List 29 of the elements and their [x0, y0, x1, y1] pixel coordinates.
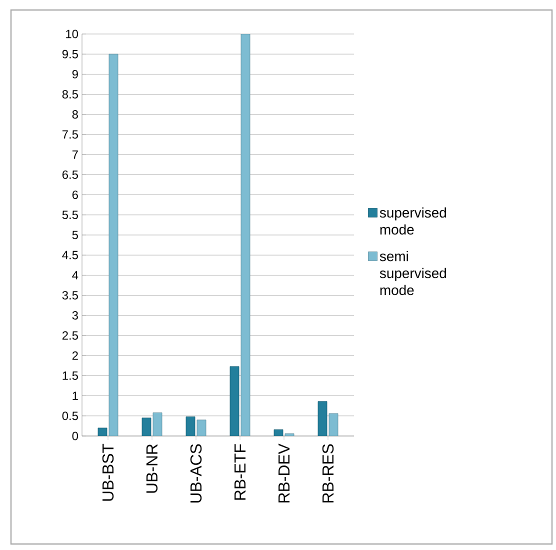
y-tick-label: 1	[72, 392, 78, 400]
y-tick-label: 7.5	[62, 130, 78, 139]
y-tick-label: 9.5	[62, 50, 78, 58]
y-tick-label: 9	[72, 70, 78, 78]
y-tick-label: 8	[72, 110, 78, 119]
y-tick-label: 6.5	[62, 170, 78, 179]
y-tick-label: 3	[72, 311, 78, 320]
y-tick-label: 7	[72, 150, 78, 159]
y-tick-label: 4	[72, 271, 78, 280]
y-tick-label: 5.5	[62, 210, 78, 220]
y-tick-label: 0	[72, 432, 78, 440]
x-tick-label: UB-NR	[146, 444, 158, 493]
y-tick-label: 10	[66, 30, 78, 38]
y-tick-label: 3.5	[62, 291, 78, 300]
y-tick-label: 5	[72, 230, 78, 240]
y-tick-label: 1.5	[62, 372, 78, 380]
x-tick-label: RB-RES	[322, 444, 334, 502]
y-tick-label: 6	[72, 190, 78, 200]
legend-label: supervised mode	[380, 207, 446, 235]
y-tick-label: 2	[72, 351, 78, 360]
x-tick-label: UB-ACS	[190, 444, 202, 503]
y-tick-label: 8.5	[62, 90, 78, 99]
y-tick-label: 4.5	[62, 250, 78, 260]
x-tick-label: RB-DEV	[278, 444, 290, 502]
x-tick-label: RB-ETF	[234, 444, 246, 500]
y-tick-label: 2.5	[62, 331, 78, 340]
y-tick-label: 0.5	[62, 412, 78, 420]
legend-label: semi supervised mode	[380, 250, 446, 296]
x-tick-label: UB-BST	[102, 444, 114, 501]
